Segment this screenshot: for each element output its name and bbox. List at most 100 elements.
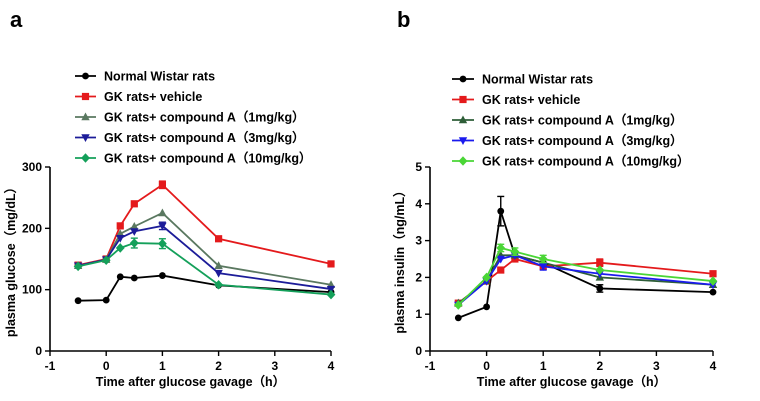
y-tick-label: 0 <box>415 344 422 358</box>
legend-entry: GK rats+ compound A（10mg/kg） <box>75 151 312 166</box>
data-point <box>215 235 223 243</box>
data-point <box>708 276 718 286</box>
legend-label: GK rats+ compound A（3mg/kg） <box>482 133 683 148</box>
legend-label: Normal Wistar rats <box>104 70 215 84</box>
y-tick-label: 3 <box>415 234 422 248</box>
series-group <box>454 195 717 322</box>
legend-swatch-marker <box>459 95 467 104</box>
x-tick-label: 2 <box>596 359 603 373</box>
x-tick-label: 1 <box>159 359 166 373</box>
data-point <box>482 272 491 283</box>
data-point <box>158 208 167 217</box>
data-point <box>538 254 548 264</box>
data-point <box>74 297 82 305</box>
x-tick-label: 2 <box>215 359 222 373</box>
data-point <box>709 288 717 296</box>
data-point <box>116 222 124 230</box>
x-axis-title: Time after glucose gavage（h） <box>96 374 285 389</box>
data-point <box>453 300 463 310</box>
legend-entry: GK rats+ compound A（10mg/kg） <box>452 154 690 169</box>
legend-entry: GK rats+ compound A（1mg/kg） <box>452 113 683 128</box>
y-tick-label: 1 <box>415 307 422 321</box>
x-tick-label: 1 <box>540 359 547 373</box>
y-tick-label: 0 <box>35 344 42 358</box>
data-point <box>510 246 520 257</box>
x-tick-label: -1 <box>45 359 56 373</box>
legend-swatch-marker <box>81 92 90 101</box>
y-tick-label: 100 <box>22 283 42 297</box>
data-point <box>102 296 110 304</box>
legend-entry: GK rats+ compound A（1mg/kg） <box>75 110 305 125</box>
legend-label: GK rats+ compound A（1mg/kg） <box>104 110 305 125</box>
legend-label: GK rats+ compound A（1mg/kg） <box>482 113 683 128</box>
legend-label: Normal Wistar rats <box>482 73 593 87</box>
y-tick-label: 300 <box>22 160 42 174</box>
data-point <box>214 261 223 269</box>
data-point <box>130 228 139 236</box>
data-point <box>496 243 506 253</box>
legend-entry: Normal Wistar rats <box>452 73 593 87</box>
data-point <box>116 234 125 243</box>
data-point <box>214 269 223 278</box>
series-line <box>77 242 332 296</box>
x-axis-title: Time after glucose gavage（h） <box>477 374 666 389</box>
legend-label: GK rats+ compound A（10mg/kg） <box>482 154 690 169</box>
data-point <box>214 279 223 290</box>
panel-letter-b: b <box>397 7 410 32</box>
legend-label: GK rats+ compound A（10mg/kg） <box>104 151 312 166</box>
data-point <box>326 289 336 300</box>
legend-swatch-marker <box>458 156 468 166</box>
data-point <box>130 200 138 208</box>
panel-letter-a: a <box>10 7 23 32</box>
data-point <box>158 222 167 231</box>
data-point <box>115 243 125 253</box>
legend-label: GK rats+ compound A（3mg/kg） <box>104 130 305 145</box>
legend-swatch-marker <box>81 112 90 121</box>
y-axis-title: plasma glucose（mg/dL） <box>3 181 18 337</box>
data-point <box>73 261 83 272</box>
y-axis-title: plasma insulin（ng/mL） <box>392 184 407 333</box>
legend-label: GK rats+ vehicle <box>104 90 202 104</box>
data-point <box>116 273 124 281</box>
data-point <box>130 221 139 230</box>
legend-entry: GK rats+ vehicle <box>75 90 202 104</box>
legend-entry: Normal Wistar rats <box>75 70 215 84</box>
series-line <box>457 246 714 306</box>
data-point <box>101 255 111 266</box>
x-tick-label: 3 <box>271 359 278 373</box>
x-tick-label: 3 <box>653 359 660 373</box>
data-point <box>539 263 548 271</box>
x-tick-label: 4 <box>328 359 335 373</box>
legend-entry: GK rats+ compound A（3mg/kg） <box>75 130 305 145</box>
x-tick-label: -1 <box>425 359 436 373</box>
x-tick-label: 0 <box>483 359 490 373</box>
data-point <box>596 285 604 292</box>
legend-entry: GK rats+ vehicle <box>452 93 580 107</box>
series-line <box>457 254 714 304</box>
data-point <box>159 272 166 279</box>
data-point <box>595 265 605 275</box>
data-point <box>158 238 167 249</box>
data-point <box>497 266 505 274</box>
legend-swatch-marker <box>81 153 90 163</box>
y-tick-label: 5 <box>415 160 422 174</box>
y-tick-label: 2 <box>415 270 422 284</box>
y-tick-label: 4 <box>415 197 422 211</box>
data-point <box>709 270 717 278</box>
data-point <box>497 207 505 215</box>
x-tick-label: 4 <box>710 359 717 373</box>
x-tick-label: 0 <box>103 359 110 373</box>
data-point <box>483 303 490 311</box>
series-group <box>73 237 336 300</box>
data-point <box>326 285 336 294</box>
data-point <box>496 255 505 264</box>
data-point <box>129 238 139 248</box>
legend-swatch-marker <box>81 134 90 142</box>
data-point <box>327 260 335 268</box>
series-group <box>74 180 335 269</box>
data-point <box>130 274 138 282</box>
y-tick-label: 200 <box>22 221 42 235</box>
legend-label: GK rats+ vehicle <box>482 93 580 107</box>
